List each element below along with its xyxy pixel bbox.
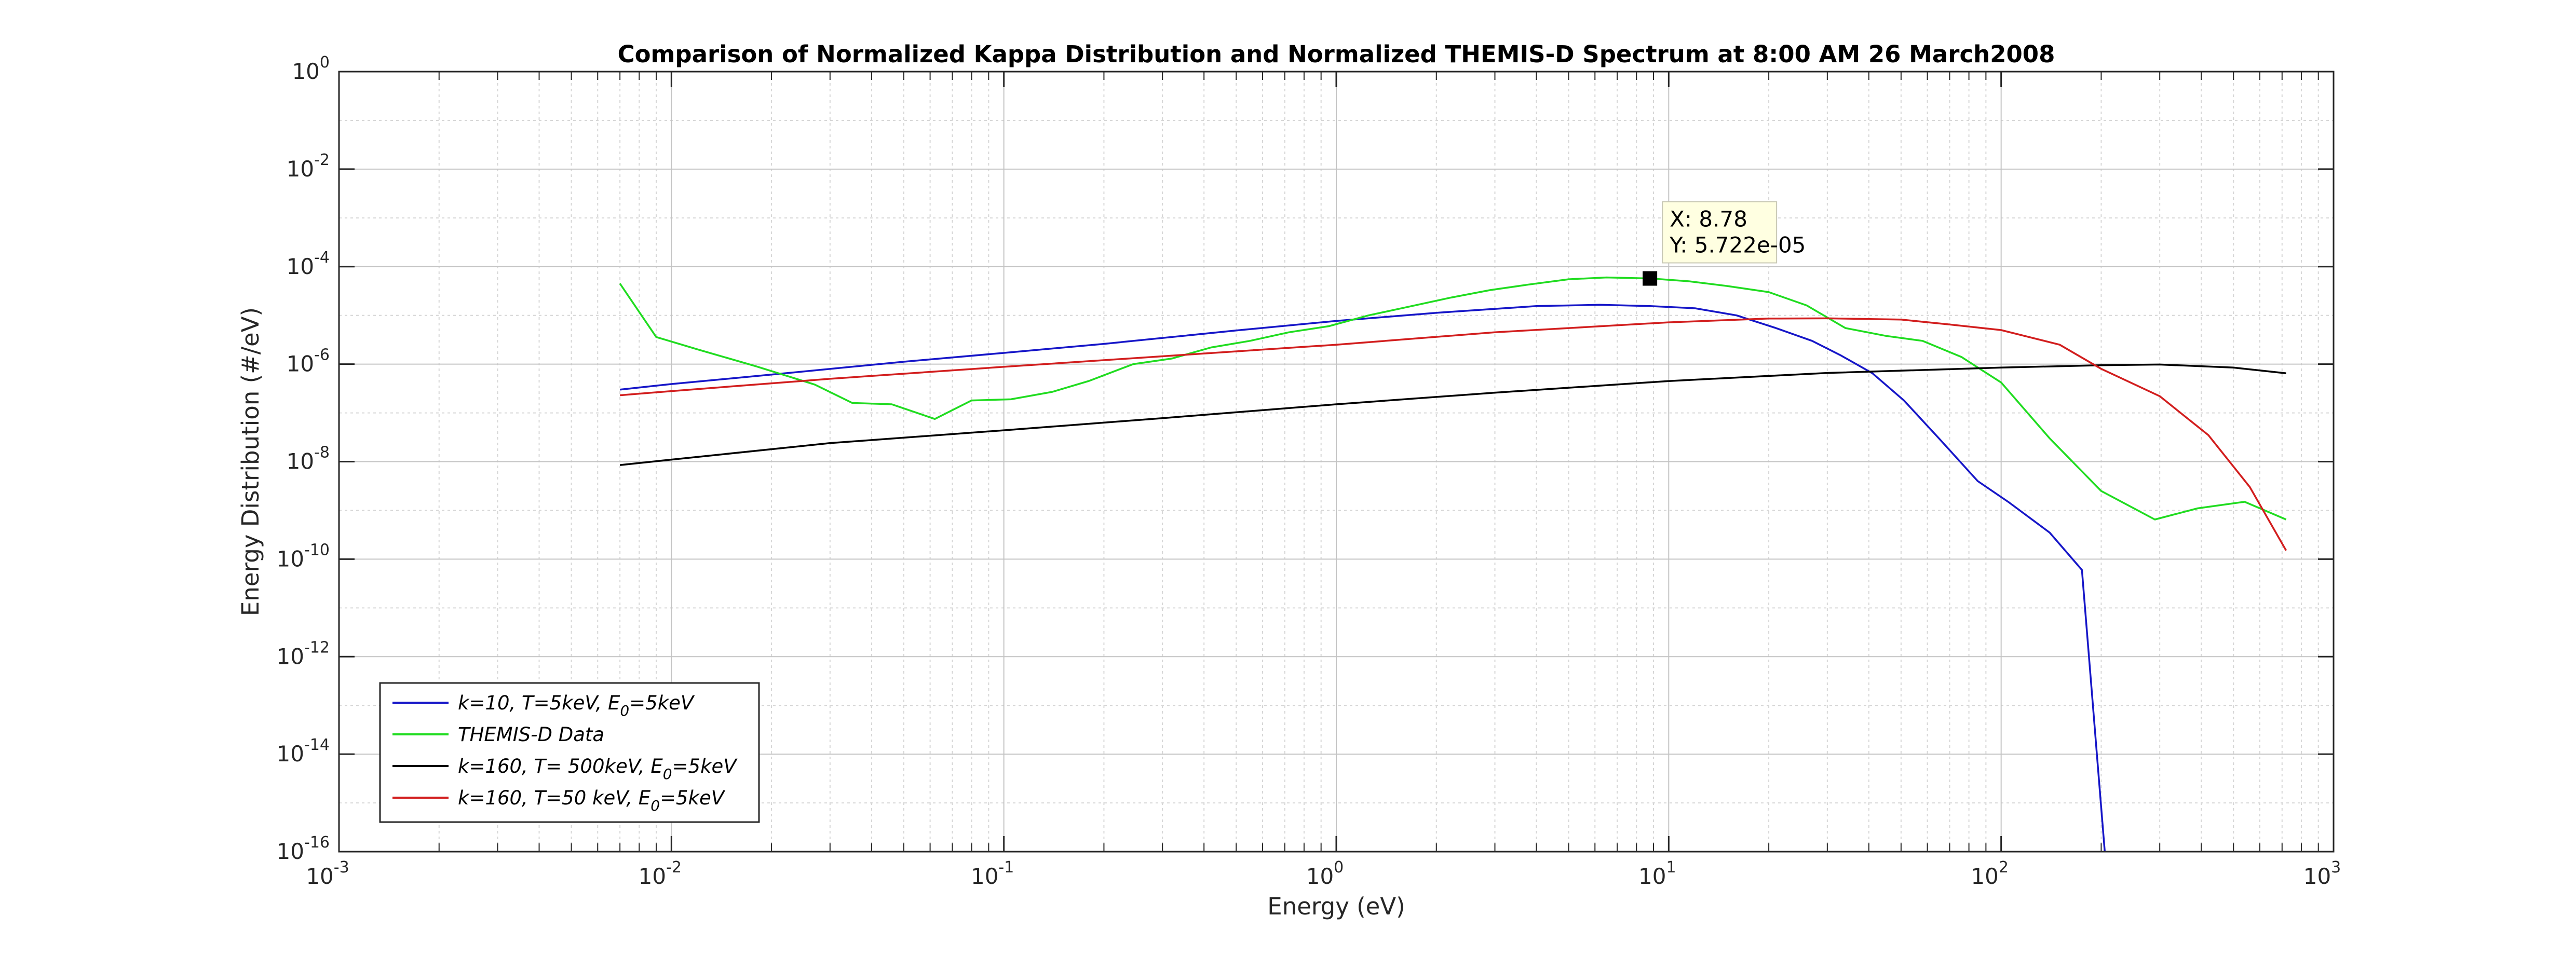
x-tick-exponent: -3 — [334, 858, 349, 877]
x-tick-label: 100 — [1306, 858, 1344, 889]
legend-label-subscript: 0 — [663, 765, 672, 783]
y-axis-label: Energy Distribution (#/eV) — [237, 307, 264, 616]
x-tick-base: 10 — [2303, 864, 2331, 889]
legend-item-4[interactable]: k=160, T=50 keV, E0=5keV — [392, 787, 726, 814]
legend-label-rest: =5keV — [629, 692, 695, 714]
y-tick-exponent: 0 — [320, 53, 330, 72]
y-tick-base: 10 — [287, 156, 314, 182]
y-tick-base: 10 — [292, 59, 319, 84]
y-tick-label: 10-16 — [277, 833, 330, 864]
series-line-2 — [619, 276, 2287, 521]
x-tick-labels: 10-3 10-2 10-1 100 101 102 103 — [306, 858, 2341, 889]
legend-label-main: THEMIS-D Data — [458, 723, 604, 746]
x-tick-exponent: -2 — [666, 858, 682, 877]
x-tick-label: 102 — [1971, 858, 2009, 889]
legend-label-main: k=10, T=5keV, E — [458, 692, 620, 714]
y-tick-exponent: -8 — [314, 444, 330, 462]
x-tick-base: 10 — [639, 864, 666, 889]
y-tick-base: 10 — [287, 449, 314, 474]
y-tick-label: 10-12 — [277, 638, 330, 669]
legend-item-1[interactable]: k=10, T=5keV, E0=5keV — [392, 692, 695, 719]
y-tick-exponent: -16 — [304, 833, 330, 852]
y-tick-label: 10-8 — [287, 444, 330, 474]
y-tick-base: 10 — [277, 839, 304, 864]
x-tick-exponent: 0 — [1334, 858, 1344, 877]
x-tick-exponent: 1 — [1666, 858, 1676, 877]
x-tick-base: 10 — [306, 864, 333, 889]
series-layer — [619, 276, 2287, 852]
legend-label-rest: =5keV — [660, 787, 726, 809]
y-tick-exponent: -10 — [304, 541, 330, 559]
x-tick-label: 10-1 — [971, 858, 1014, 889]
y-tick-base: 10 — [287, 351, 314, 377]
legend-label-main: k=160, T=50 keV, E — [458, 787, 651, 809]
datatip-x-text: X: 8.78 — [1670, 207, 1747, 232]
legend-label: k=160, T=50 keV, E0=5keV — [458, 787, 726, 814]
x-tick-exponent: 3 — [2331, 858, 2341, 877]
x-tick-exponent: -1 — [998, 858, 1014, 877]
y-tick-label: 100 — [292, 53, 330, 84]
y-tick-exponent: -4 — [314, 249, 330, 267]
legend-label-subscript: 0 — [650, 797, 660, 814]
legend-item-3[interactable]: k=160, T= 500keV, E0=5keV — [392, 755, 738, 783]
y-tick-label: 10-2 — [287, 151, 330, 182]
legend-box — [379, 682, 760, 823]
x-tick-base: 10 — [1306, 864, 1334, 889]
x-tick-base: 10 — [971, 864, 998, 889]
x-tick-label: 10-2 — [639, 858, 682, 889]
datatip-marker[interactable] — [1643, 271, 1658, 286]
legend-label-subscript: 0 — [620, 702, 629, 719]
series-line-4 — [619, 317, 2287, 551]
x-tick-exponent: 2 — [1999, 858, 2009, 877]
datatip[interactable]: X: 8.78 Y: 5.722e-05 — [1643, 201, 1806, 286]
datatip-y-text: Y: 5.722e-05 — [1669, 233, 1806, 258]
series-line-3 — [619, 363, 2286, 466]
y-tick-exponent: -14 — [304, 736, 330, 754]
y-tick-label: 10-10 — [277, 541, 330, 571]
y-tick-exponent: -6 — [314, 346, 330, 364]
x-tick-label: 103 — [2303, 858, 2341, 889]
legend-label-main: k=160, T= 500keV, E — [458, 755, 663, 777]
y-tick-base: 10 — [277, 546, 304, 571]
datatip-box — [1662, 201, 1778, 264]
chart-title: Comparison of Normalized Kappa Distribut… — [618, 40, 2055, 68]
series-line-1 — [619, 304, 2106, 852]
y-tick-exponent: -12 — [304, 638, 330, 657]
legend-label: THEMIS-D Data — [458, 723, 604, 746]
y-tick-label: 10-14 — [277, 736, 330, 767]
y-tick-base: 10 — [287, 254, 314, 279]
y-tick-base: 10 — [277, 741, 304, 767]
y-tick-label: 10-6 — [287, 346, 330, 377]
x-tick-label: 10-3 — [306, 858, 349, 889]
legend-item-2[interactable]: THEMIS-D Data — [392, 723, 604, 746]
x-axis-label: Energy (eV) — [1267, 893, 1405, 920]
x-tick-base: 10 — [1638, 864, 1666, 889]
x-tick-base: 10 — [1971, 864, 1998, 889]
tick-marks — [338, 71, 2335, 853]
y-tick-base: 10 — [277, 644, 304, 669]
y-tick-label: 10-4 — [287, 249, 330, 279]
legend-label: k=10, T=5keV, E0=5keV — [458, 692, 695, 719]
x-tick-label: 101 — [1638, 858, 1676, 889]
y-tick-exponent: -2 — [314, 151, 330, 169]
legend-label-rest: =5keV — [672, 755, 738, 777]
legend-label: k=160, T= 500keV, E0=5keV — [458, 755, 738, 783]
